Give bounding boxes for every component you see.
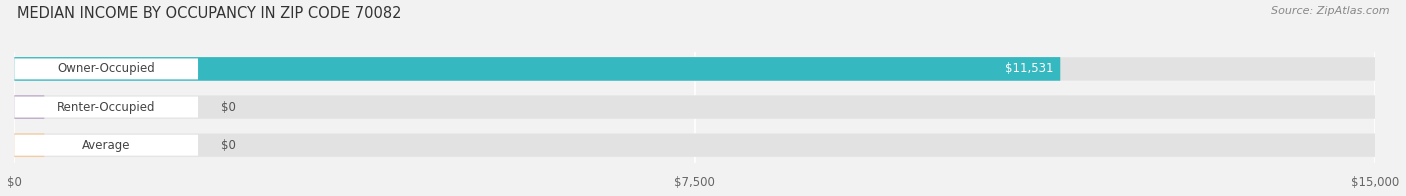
Text: Owner-Occupied: Owner-Occupied: [58, 62, 155, 75]
Text: $0: $0: [221, 139, 236, 152]
Text: Average: Average: [82, 139, 131, 152]
FancyBboxPatch shape: [14, 57, 1375, 81]
Text: Source: ZipAtlas.com: Source: ZipAtlas.com: [1271, 6, 1389, 16]
Text: $0: $0: [221, 101, 236, 113]
Text: $11,531: $11,531: [1005, 62, 1053, 75]
FancyBboxPatch shape: [14, 133, 1375, 157]
FancyBboxPatch shape: [14, 134, 1375, 157]
FancyBboxPatch shape: [14, 58, 198, 79]
FancyBboxPatch shape: [14, 133, 45, 157]
Text: Renter-Occupied: Renter-Occupied: [58, 101, 156, 113]
FancyBboxPatch shape: [14, 96, 1375, 119]
FancyBboxPatch shape: [14, 95, 45, 119]
FancyBboxPatch shape: [14, 57, 1375, 80]
FancyBboxPatch shape: [14, 95, 1375, 119]
FancyBboxPatch shape: [14, 135, 198, 156]
FancyBboxPatch shape: [14, 97, 198, 118]
FancyBboxPatch shape: [14, 57, 1060, 81]
Text: MEDIAN INCOME BY OCCUPANCY IN ZIP CODE 70082: MEDIAN INCOME BY OCCUPANCY IN ZIP CODE 7…: [17, 6, 401, 21]
